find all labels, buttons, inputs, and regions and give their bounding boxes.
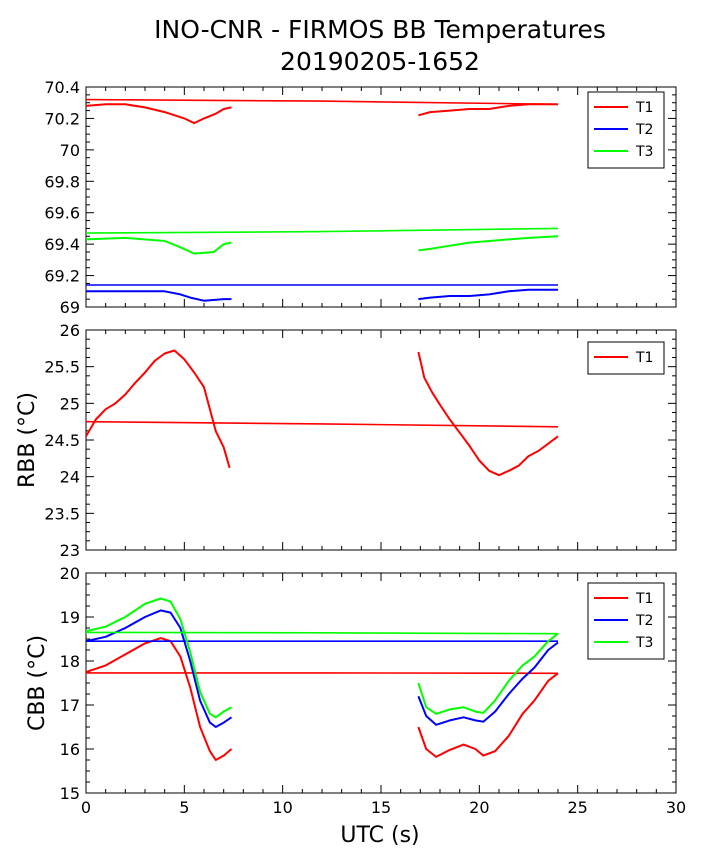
y-tick-label: 69.6 — [44, 204, 80, 223]
y-tick-label: 24 — [60, 468, 80, 487]
x-tick-label: 5 — [179, 798, 189, 817]
y-tick-label: 15 — [60, 784, 80, 803]
x-tick-label: 15 — [371, 798, 391, 817]
y-tick-label: 69.8 — [44, 172, 80, 191]
series-line-t2 — [86, 290, 232, 302]
series-line-t2 — [86, 609, 233, 728]
middle-ylabel: RBB (°C) — [15, 392, 40, 488]
series-group — [86, 597, 559, 761]
y-tick-label: 70 — [60, 141, 80, 160]
legend-label-t1: T1 — [635, 100, 653, 116]
y-tick-label: 25 — [60, 394, 80, 413]
y-tick-label: 69.2 — [44, 267, 80, 286]
y-tick-label: 18 — [60, 652, 80, 671]
y-tick-label: 69 — [60, 298, 80, 317]
chart-title-line2: 20190205-1652 — [280, 47, 480, 76]
legend: T1 — [587, 341, 665, 375]
panel-top: 69 69.2 69.4 69.6 69.8 70 70.2 70.4 T1 T2 T3 — [44, 78, 677, 317]
y-tick-label: 17 — [60, 696, 80, 715]
y-tick-label: 24.5 — [44, 431, 80, 450]
series-line-t3 — [86, 631, 559, 635]
series-line-t3 — [418, 235, 559, 252]
legend: T1 T2 T3 — [587, 91, 665, 169]
legend-label-t3: T3 — [635, 635, 653, 651]
series-group — [86, 98, 559, 302]
x-tick-label: 0 — [81, 798, 91, 817]
chart-title-line1: INO-CNR - FIRMOS BB Temperatures — [154, 15, 606, 44]
series-line-t3 — [417, 632, 559, 715]
legend-label-t3: T3 — [635, 144, 653, 160]
y-tick-label: 23 — [60, 541, 80, 560]
y-tick-label: 26 — [60, 321, 80, 340]
y-tick-label: 20 — [60, 564, 80, 583]
x-tick-label: 10 — [272, 798, 292, 817]
series-line-t3 — [86, 227, 559, 234]
legend-label-t2: T2 — [635, 613, 653, 629]
y-tick-label: 19 — [60, 608, 80, 627]
legend-label-t1: T1 — [635, 591, 653, 607]
series-group — [86, 349, 559, 477]
series-line-t2 — [417, 641, 559, 726]
series-line-t1 — [86, 349, 231, 469]
panel-bottom: 0 5 10 15 20 25 30 15 16 17 18 19 20 T1 T2 T3 — [60, 564, 687, 817]
series-line-t3 — [86, 597, 232, 719]
x-axis-label: UTC (s) — [340, 823, 419, 848]
legend: T1 T2 T3 — [587, 582, 665, 660]
bottom-ylabel: CBB (°C) — [25, 635, 50, 731]
x-tick-label: 25 — [567, 798, 587, 817]
y-tick-label: 25.5 — [44, 358, 80, 377]
y-tick-label: 70.2 — [44, 109, 80, 128]
series-line-t1 — [417, 672, 559, 758]
y-tick-label: 70.4 — [44, 78, 80, 97]
y-tick-label: 69.4 — [44, 235, 80, 254]
series-line-t2 — [418, 288, 558, 301]
series-line-t1 — [418, 103, 558, 117]
y-tick-label: 23.5 — [44, 504, 80, 523]
y-tick-label: 16 — [60, 740, 80, 759]
legend-label-t1: T1 — [635, 350, 653, 366]
x-tick-label: 20 — [469, 798, 489, 817]
x-tick-label: 30 — [666, 798, 686, 817]
legend-label-t2: T2 — [635, 122, 653, 138]
series-line-t1 — [86, 420, 559, 428]
panel-middle: 23 23.5 24 24.5 25 25.5 26 T1 — [44, 321, 677, 560]
series-line-t1 — [86, 103, 232, 125]
series-line-t1 — [86, 98, 559, 106]
series-line-t1 — [86, 637, 233, 761]
series-line-t1 — [417, 351, 559, 477]
series-line-t3 — [86, 236, 232, 255]
